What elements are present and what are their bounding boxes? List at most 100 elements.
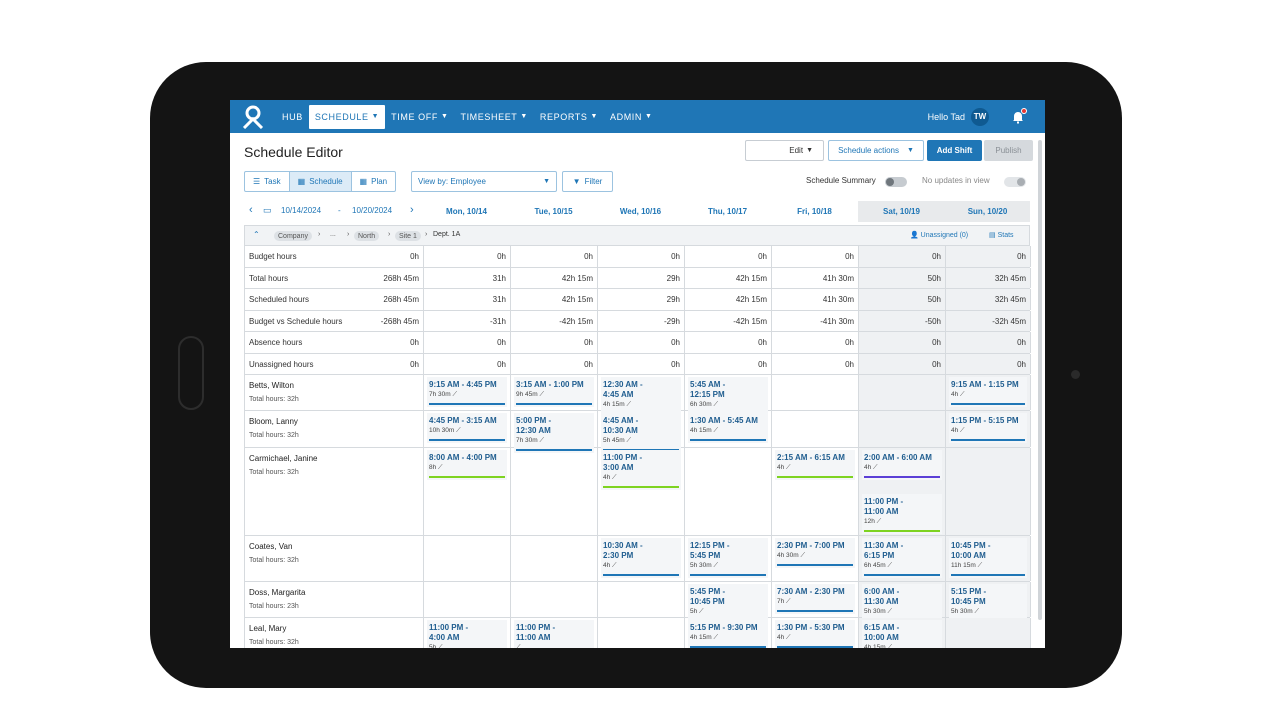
day-cell[interactable]: 0h <box>946 332 1031 353</box>
schedule-view-button[interactable]: ▦ Schedule <box>289 172 352 191</box>
employee-name[interactable]: Coates, Van <box>249 542 293 551</box>
day-cell[interactable] <box>946 448 1031 535</box>
end-date[interactable]: 10/20/2024 <box>352 206 393 215</box>
day-cell[interactable]: 0h <box>598 246 685 267</box>
shift-card[interactable]: 5:15 PM - 9:30 PM 4h 15m ⟋ <box>688 620 768 648</box>
publish-button[interactable]: Publish <box>984 140 1033 161</box>
day-cell[interactable]: -32h 45m <box>946 310 1031 331</box>
day-cell[interactable]: 10:30 AM - 2:30 PM 4h ⟋ <box>598 536 685 581</box>
day-cell[interactable]: 5:00 PM - 12:30 AM 7h 30m ⟋ <box>511 411 598 453</box>
shift-card[interactable]: 2:00 AM - 6:00 AM 4h ⟋ <box>862 450 942 480</box>
nav-schedule[interactable]: SCHEDULE ▼ <box>308 104 386 129</box>
day-cell[interactable] <box>772 411 859 447</box>
chevron-left-icon[interactable]: ‹ <box>249 204 253 216</box>
breadcrumb-site[interactable]: Site 1 <box>395 231 421 241</box>
day-cell[interactable]: 0h <box>598 353 685 374</box>
shift-card[interactable]: 7:30 AM - 2:30 PM 7h ⟋ <box>775 584 855 614</box>
employee-name[interactable]: Doss, Margarita <box>249 588 306 597</box>
day-cell[interactable]: 1:30 AM - 5:45 AM 4h 15m ⟋ <box>685 411 772 447</box>
start-date[interactable]: 10/14/2024 <box>281 206 322 215</box>
day-cell[interactable]: 3:15 AM - 1:00 PM 9h 45m ⟋ <box>511 375 598 410</box>
day-cell[interactable]: 0h <box>685 246 772 267</box>
nav-time-off[interactable]: TIME OFF ▼ <box>385 105 454 129</box>
shift-card[interactable]: 5:45 PM - 10:45 PM 5h ⟋ <box>688 584 768 624</box>
day-cell[interactable]: 42h 15m <box>511 267 598 288</box>
add-shift-button[interactable]: Add Shift <box>927 140 982 161</box>
unassigned-link[interactable]: 👤 Unassigned (0) <box>910 231 968 239</box>
day-cell[interactable] <box>511 582 598 617</box>
shift-card[interactable]: 11:00 PM - 3:00 AM 4h ⟋ <box>601 450 681 490</box>
shift-card[interactable]: 5:00 PM - 12:30 AM 7h 30m ⟋ <box>514 413 594 453</box>
shift-card[interactable]: 8:00 AM - 4:00 PM 8h ⟋ <box>427 450 507 480</box>
shift-card[interactable]: 11:00 PM - 11:00 AM ⟋ <box>514 620 594 648</box>
shift-card[interactable]: 10:45 PM - 10:00 AM 11h 15m ⟋ <box>949 538 1027 578</box>
day-cell[interactable]: -42h 15m <box>511 310 598 331</box>
vertical-scrollbar[interactable] <box>1038 140 1042 620</box>
shift-card[interactable]: 1:30 AM - 5:45 AM 4h 15m ⟋ <box>688 413 768 443</box>
breadcrumb-ellipsis[interactable]: ... <box>330 231 336 238</box>
day-cell[interactable]: 0h <box>859 353 946 374</box>
shift-card[interactable]: 11:00 PM - 11:00 AM 12h ⟋ <box>862 494 942 534</box>
day-cell[interactable]: 5:45 PM - 10:45 PM 5h ⟋ <box>685 582 772 624</box>
shift-card[interactable]: 5:15 PM - 10:45 PM 5h 30m ⟋ <box>949 584 1027 624</box>
day-cell[interactable]: 0h <box>772 246 859 267</box>
breadcrumb-north[interactable]: North <box>354 231 380 241</box>
bell-icon[interactable] <box>1011 107 1027 124</box>
day-cell[interactable] <box>859 411 946 447</box>
day-cell[interactable]: 9:15 AM - 1:15 PM 4h ⟋ <box>946 375 1031 410</box>
app-logo-icon[interactable] <box>230 100 276 133</box>
shift-card[interactable]: 2:15 AM - 6:15 AM 4h ⟋ <box>775 450 855 480</box>
chevron-right-icon[interactable]: › <box>410 204 414 216</box>
employee-name[interactable]: Betts, Wilton <box>249 381 294 390</box>
day-cell[interactable]: 32h 45m <box>946 289 1031 310</box>
day-cell[interactable]: 0h <box>685 332 772 353</box>
breadcrumb-company[interactable]: Company <box>274 231 312 241</box>
collapse-icon[interactable]: ⌃ <box>253 230 260 239</box>
nav-timesheet[interactable]: TIMESHEET ▼ <box>454 105 533 129</box>
shift-card[interactable]: 12:15 PM - 5:45 PM 5h 30m ⟋ <box>688 538 768 578</box>
day-cell[interactable]: 1:15 PM - 5:15 PM 4h ⟋ <box>946 411 1031 447</box>
day-cell[interactable]: 12:15 PM - 5:45 PM 5h 30m ⟋ <box>685 536 772 581</box>
shift-card[interactable]: 1:30 PM - 5:30 PM 4h ⟋ <box>775 620 855 648</box>
day-cell[interactable] <box>685 448 772 535</box>
task-view-button[interactable]: ☰ Task <box>245 172 290 191</box>
day-cell[interactable]: 0h <box>511 353 598 374</box>
day-cell[interactable] <box>859 375 946 410</box>
schedule-summary-toggle[interactable] <box>885 177 907 187</box>
day-cell[interactable]: 29h <box>598 267 685 288</box>
day-cell[interactable]: 12:30 AM - 4:45 AM 4h 15m ⟋ <box>598 375 685 417</box>
day-cell[interactable]: 42h 15m <box>511 289 598 310</box>
day-cell[interactable]: 2:15 AM - 6:15 AM 4h ⟋ <box>772 448 859 535</box>
day-cell[interactable] <box>511 536 598 581</box>
day-cell[interactable] <box>424 582 511 617</box>
day-cell[interactable] <box>946 618 1031 648</box>
shift-card[interactable]: 10:30 AM - 2:30 PM 4h ⟋ <box>601 538 681 578</box>
shift-card[interactable]: 5:45 AM - 12:15 PM 6h 30m ⟋ <box>688 377 768 417</box>
day-cell[interactable]: 41h 30m <box>772 267 859 288</box>
day-cell[interactable]: 4:45 AM - 10:30 AM 5h 45m ⟋ <box>598 411 685 453</box>
day-cell[interactable]: 4:45 PM - 3:15 AM 10h 30m ⟋ <box>424 411 511 447</box>
day-cell[interactable]: 2:00 AM - 6:00 AM 4h ⟋ 11:00 PM - 11:00 AM… <box>859 448 946 535</box>
day-cell[interactable]: 0h <box>859 332 946 353</box>
day-cell[interactable]: 0h <box>772 353 859 374</box>
shift-card[interactable]: 9:15 AM - 4:45 PM 7h 30m ⟋ <box>427 377 507 407</box>
day-cell[interactable] <box>598 582 685 617</box>
day-cell[interactable]: 7:30 AM - 2:30 PM 7h ⟋ <box>772 582 859 617</box>
day-cell[interactable]: 11:00 PM - 11:00 AM ⟋ <box>511 618 598 648</box>
day-cell[interactable]: 0h <box>511 332 598 353</box>
shift-card[interactable]: 11:30 AM - 6:15 PM 6h 45m ⟋ <box>862 538 942 578</box>
day-cell[interactable] <box>598 618 685 648</box>
day-cell[interactable] <box>511 448 598 535</box>
day-cell[interactable]: -50h <box>859 310 946 331</box>
day-cell[interactable]: 41h 30m <box>772 289 859 310</box>
updates-toggle[interactable] <box>1004 177 1026 187</box>
shift-card[interactable]: 1:15 PM - 5:15 PM 4h ⟋ <box>949 413 1027 443</box>
day-cell[interactable]: 0h <box>946 246 1031 267</box>
nav-hub[interactable]: HUB <box>282 111 303 122</box>
shift-card[interactable]: 4:45 PM - 3:15 AM 10h 30m ⟋ <box>427 413 507 443</box>
day-cell[interactable]: 0h <box>685 353 772 374</box>
day-cell[interactable]: 10:45 PM - 10:00 AM 11h 15m ⟋ <box>946 536 1031 581</box>
day-cell[interactable]: 11:00 PM - 4:00 AM 5h ⟋ <box>424 618 511 648</box>
day-cell[interactable] <box>424 536 511 581</box>
view-by-select[interactable]: View by: Employee ▼ <box>411 171 557 192</box>
